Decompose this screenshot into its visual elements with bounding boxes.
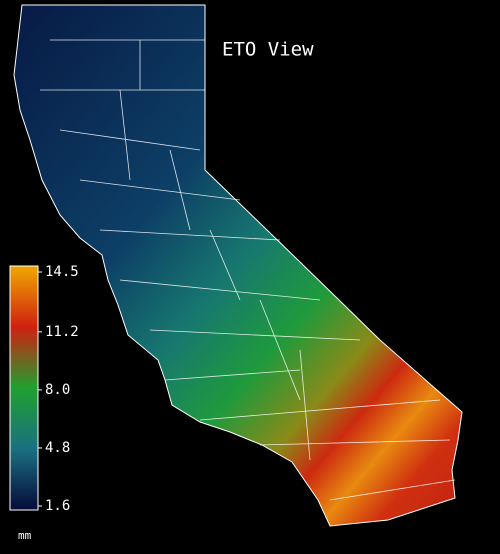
color-bar bbox=[9, 265, 39, 511]
county-lines bbox=[40, 39, 456, 501]
map-title: ETO View bbox=[222, 39, 314, 61]
legend-tick-label: 14.5 bbox=[45, 264, 79, 280]
legend-tick-label: 11.2 bbox=[45, 324, 79, 340]
legend-tick-label: 8.0 bbox=[45, 382, 70, 398]
legend-tick-label: 1.6 bbox=[45, 498, 70, 514]
legend-unit: mm bbox=[18, 529, 32, 542]
state-outline bbox=[13, 4, 463, 527]
legend-tick-label: 4.8 bbox=[45, 440, 70, 456]
